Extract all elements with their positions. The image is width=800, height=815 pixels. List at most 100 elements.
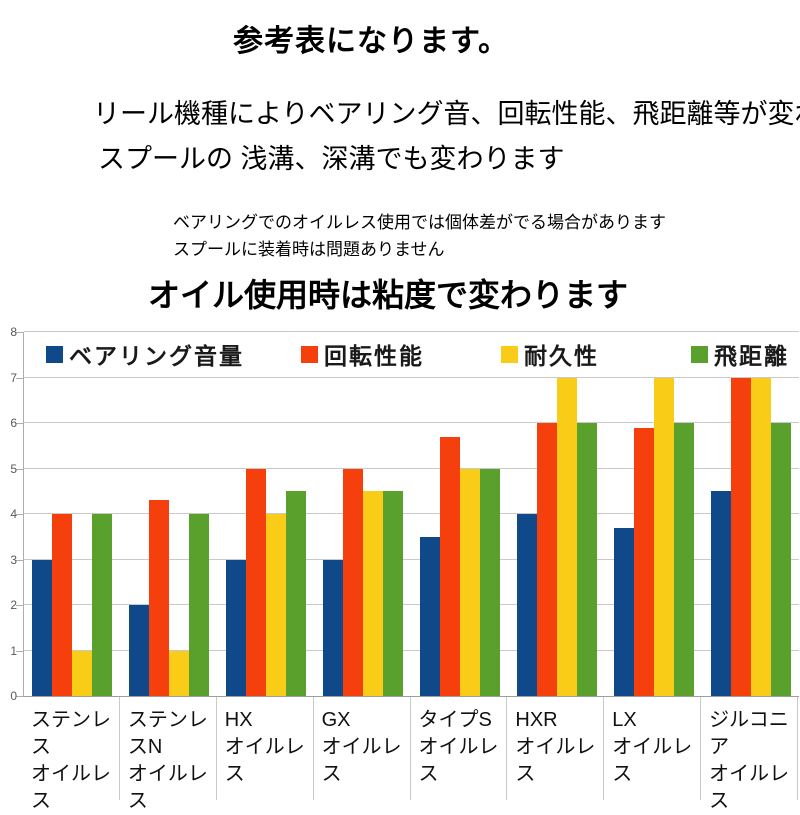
bar-飛距離-HX: [286, 491, 307, 696]
note-line-1: ベアリングでのオイルレス使用では個体差がでる場合があります: [173, 213, 666, 232]
bar-ベアリング音量-ステンレス: [32, 559, 53, 696]
bar-ベアリング音量-LX: [613, 527, 634, 696]
y-axis-tick: [16, 650, 23, 652]
category-cell: HX オイルレス: [217, 697, 314, 800]
bar-飛距離-LX: [673, 423, 694, 696]
description-line-1: リール機種によりベアリング音、回転性能、飛距離等が変わります。: [93, 99, 800, 129]
bar-耐久性-タイプS: [459, 468, 480, 696]
bar-飛距離-ジルコニア: [770, 423, 791, 696]
bar-回転性能-HXR: [536, 423, 557, 696]
bar-耐久性-HX: [266, 514, 287, 696]
plot-area: ベアリング音量 回転性能 耐久性 飛距離: [23, 331, 799, 697]
bar-耐久性-HXR: [556, 377, 577, 696]
legend-item: 飛距離: [691, 337, 789, 371]
y-axis-tick: [16, 377, 23, 379]
category-cell: ステンレスN オイルレス: [120, 697, 217, 812]
category-cell: ステンレス オイルレス: [23, 697, 120, 812]
chart-subtitle: オイル使用時は粘度で変わります: [148, 277, 629, 313]
bar-耐久性-LX: [653, 377, 674, 696]
bar-回転性能-タイプS: [439, 436, 460, 696]
bar-回転性能-GX: [343, 468, 364, 696]
y-axis-tick: [16, 605, 23, 606]
bar-回転性能-ステンレスN: [149, 500, 170, 696]
category-cell: LX オイルレス: [604, 697, 702, 800]
y-axis-tick: [16, 332, 23, 333]
bar-group: [412, 332, 509, 696]
bar-回転性能-LX: [633, 427, 654, 696]
y-axis-label: 8: [10, 325, 17, 339]
category-cell: GX オイルレス: [314, 697, 411, 800]
legend-label: 耐久性: [524, 343, 599, 369]
bar-飛距離-タイプS: [479, 468, 500, 696]
bar-耐久性-GX: [363, 491, 384, 696]
y-axis-label: 1: [10, 643, 17, 658]
bar-飛距離-GX: [383, 491, 404, 696]
description-line-2: スプールの 浅溝、深溝でも変わります: [98, 144, 565, 174]
bar-飛距離-ステンレス: [92, 514, 113, 696]
category-cell: HXR オイルレス: [507, 697, 605, 800]
gridline: [24, 649, 799, 651]
bar-ベアリング音量-HXR: [516, 514, 537, 696]
category-cell: タイプS オイルレス: [411, 697, 508, 800]
y-axis-tick: [16, 468, 23, 470]
category-label: タイプS オイルレス: [418, 709, 499, 785]
bar-回転性能-ジルコニア: [730, 377, 751, 696]
bar-group: [315, 332, 412, 696]
y-axis-label: 4: [10, 507, 17, 521]
bar-group: [24, 332, 121, 696]
category-label: ジルコニア オイルレス: [709, 709, 790, 812]
bar-飛距離-HXR: [576, 423, 597, 696]
gridline: [24, 331, 799, 332]
category-label: LX オイルレス: [612, 709, 693, 785]
bar-chart: ベアリング音量 回転性能 耐久性 飛距離 0 1 2 3 4 5 6 7 8 ステンレス オイルレス ステ…: [0, 325, 800, 812]
y-axis-tick: [16, 696, 23, 697]
gridline: [24, 467, 799, 469]
bar-ベアリング音量-GX: [323, 559, 344, 696]
bar-耐久性-ジルコニア: [750, 377, 771, 696]
gridline: [24, 513, 799, 514]
x-axis-category-row: ステンレス オイルレス ステンレスN オイルレス HX オイルレス GX オイルレス タイプS オ…: [23, 697, 798, 812]
bar-group: [218, 332, 315, 696]
bar-耐久性-ステンレスN: [169, 650, 190, 696]
y-axis-label: 5: [10, 461, 17, 476]
bar-飛距離-ステンレスN: [189, 514, 210, 696]
bar-耐久性-ステンレス: [72, 650, 93, 696]
legend-label: ベアリング音量: [69, 343, 244, 369]
bar-ベアリング音量-ジルコニア: [710, 491, 731, 696]
y-axis-label: 6: [10, 416, 17, 430]
gridline: [24, 422, 799, 423]
category-label: HXR オイルレス: [515, 709, 596, 785]
y-axis-label: 2: [10, 598, 17, 612]
legend-swatch-icon: [46, 345, 63, 363]
category-label: ステンレスN オイルレス: [127, 709, 208, 812]
bar-ベアリング音量-タイプS: [419, 536, 440, 696]
legend: ベアリング音量 回転性能 耐久性 飛距離: [40, 332, 799, 371]
legend-label: 飛距離: [714, 343, 789, 369]
legend-swatch-icon: [501, 345, 518, 363]
bar-ベアリング音量-ステンレスN: [129, 605, 150, 696]
y-axis-tick: [16, 559, 23, 561]
category-label: HX オイルレス: [224, 709, 305, 785]
legend-item: 回転性能: [301, 337, 424, 371]
category-label: GX オイルレス: [321, 709, 402, 785]
gridline: [24, 604, 799, 605]
category-cell: ジルコニア オイルレス: [701, 697, 798, 812]
category-label: ステンレス オイルレス: [31, 709, 111, 812]
y-axis-label: 7: [10, 370, 17, 385]
y-axis-tick: [16, 514, 23, 515]
y-axis-label: 0: [10, 689, 17, 703]
y-axis-tick: [16, 423, 23, 424]
legend-item: 耐久性: [501, 337, 599, 371]
bar-回転性能-ステンレス: [52, 514, 73, 696]
bar-group: [702, 332, 799, 696]
bar-回転性能-HX: [246, 468, 267, 696]
page-title: 参考表になります。: [233, 25, 509, 58]
y-axis-label: 3: [10, 552, 17, 567]
bar-group: [605, 332, 702, 696]
legend-swatch-icon: [301, 345, 318, 363]
legend-label: 回転性能: [324, 343, 424, 369]
note-line-2: スプールに装着時は問題ありません: [173, 240, 445, 259]
gridline: [24, 558, 799, 560]
legend-item: ベアリング音量: [46, 337, 244, 371]
bar-ベアリング音量-HX: [226, 559, 247, 696]
